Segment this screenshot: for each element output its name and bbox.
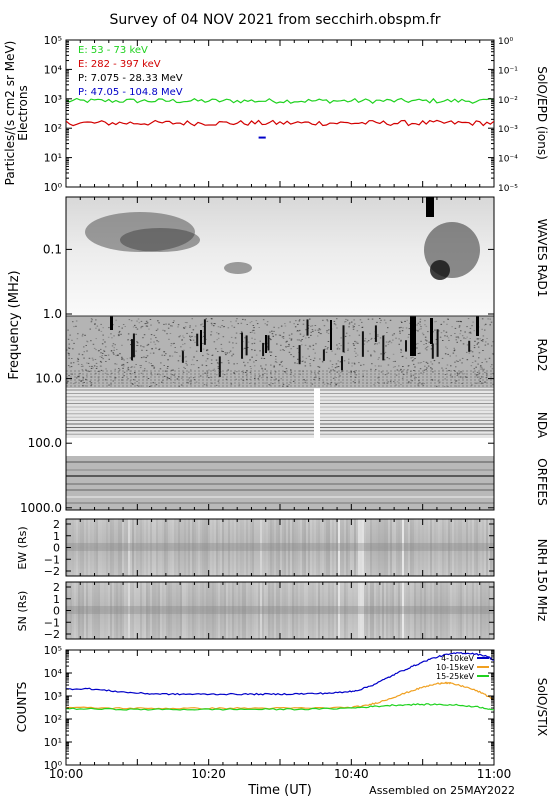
epd-ytick-label: 10⁵ [44,34,62,47]
x-tick-label: 11:00 [477,767,512,781]
stix-ytick-label: 10⁰ [44,759,63,772]
radio-ytick-label: 0.1 [43,242,62,256]
epd-ylabel: Particles/(s cm2 sr MeV) [3,41,17,186]
rad1-burst-6 [430,260,450,280]
stix-ytick-label: 10⁵ [44,644,62,657]
nrh-sn-ylabel: SN (Rs) [16,591,29,632]
stix-series-10-15keV [66,681,494,710]
epd-ytick-label: 10⁰ [44,181,63,194]
stix-legend-entry: 10-15keV [436,663,475,672]
epd-ylabel-electrons: Electrons [16,85,30,140]
radio-ylabel: Frequency (MHz) [7,270,22,379]
nrh-ytick-label: −1 [44,616,60,629]
stix-legend-entry: 15-25keV [436,672,475,681]
nda-band [66,388,494,438]
stix-right-label: SolO/STIX [535,678,549,737]
epd-legend-entry: E: 53 - 73 keV [78,45,148,56]
nrh-ytick-label: 0 [53,542,60,555]
orfees-band [66,456,494,510]
epd-legend-entry: P: 7.075 - 28.33 MeV [78,73,183,84]
nrh-ew-panel: 210−1−2 EW (Rs) NRH 150 MHz [16,518,549,621]
nrh-ytick-label: −2 [44,565,60,578]
x-axis-label: Time (UT) [247,783,312,798]
stix-ylabel: COUNTS [15,682,29,733]
rad1-burst-5 [426,197,434,217]
epd-y2tick-label: 10⁻¹ [498,66,518,76]
radio-ytick-label: 100.0 [28,436,62,450]
label-rad2: RAD2 [535,339,549,372]
epd-ytick-label: 10⁴ [44,63,63,76]
epd-right-label: SolO/EPD (ions) [535,66,549,160]
stix-ytick-label: 10³ [44,690,62,703]
epd-ytick-label: 10¹ [44,152,62,165]
nrh-ytick-label: 1 [53,593,60,606]
stix-series-15-25keV [66,703,494,711]
radio-panel: 0.1 1.0 10.0 100.0 1000.0 Frequency (MHz) WA… [7,196,549,515]
epd-legend-entry: P: 47.05 - 104.8 MeV [78,87,183,98]
epd-y2tick-label: 10⁻⁵ [498,184,518,194]
nrh-sn-panel: 210−1−2 SN (Rs) [16,581,495,641]
rad1-burst-1 [85,212,195,252]
nrh-ew-image [66,519,494,576]
nrh-ytick-label: 1 [53,530,60,543]
label-nda: NDA [535,412,549,439]
epd-panel: 10⁰ 10¹ 10² 10³ 10⁴ 10⁵ 10⁻⁵ 10⁻⁴ 10⁻³ 10⁻² 10⁻¹ 1… [3,34,549,194]
nda-gap [314,388,320,438]
rad1-burst-3 [224,262,252,274]
radio-ytick-label: 1000.0 [20,501,62,515]
label-waves-rad1: WAVES RAD1 [535,219,549,298]
stix-panel: 10⁰ 10¹ 10² 10³ 10⁴ 10⁵ 4-10keV10-15keV15-25k… [15,644,549,772]
rad1-burst-2 [120,228,200,252]
nrh-ytick-label: −2 [44,628,60,641]
nrh-ytick-label: 2 [53,581,60,594]
stix-ytick-label: 10¹ [44,736,62,749]
nrh-sn-image [66,582,494,639]
stix-ytick-label: 10⁴ [44,667,63,680]
x-tick-label: 10:00 [49,767,84,781]
stix-legend-entry: 4-10keV [441,654,474,663]
nrh-ytick-label: −1 [44,553,60,566]
assembled-note: Assembled on 25MAY2022 [369,784,515,797]
nrh-ytick-label: 0 [53,605,60,618]
radio-ytick-label: 1.0 [43,307,62,321]
epd-frame [65,39,495,188]
epd-series-electron-high [66,119,494,127]
nrh-right-label: NRH 150 MHz [535,539,549,622]
stix-series-4-10keV [66,651,494,696]
epd-y2tick-label: 10⁻³ [498,125,518,135]
radio-ytick-label: 10.0 [35,372,62,386]
epd-y2tick-label: 10⁰ [498,37,513,47]
nrh-ytick-label: 2 [53,518,60,531]
x-tick-label: 10:40 [334,767,369,781]
epd-series-electron-low [66,97,494,104]
figure-title: Survey of 04 NOV 2021 from secchirh.obsp… [109,12,440,28]
x-tick-label: 10:20 [191,767,226,781]
label-orfees: ORFEES [535,458,549,505]
epd-y2tick-label: 10⁻² [498,96,518,106]
epd-y2tick-label: 10⁻⁴ [498,155,518,165]
nrh-ew-ylabel: EW (Rs) [16,526,29,569]
epd-legend-entry: E: 282 - 397 keV [78,59,161,70]
epd-ytick-label: 10² [44,122,62,135]
stix-ytick-label: 10² [44,713,62,726]
epd-ytick-label: 10³ [44,93,62,106]
rad2-band [66,316,494,388]
